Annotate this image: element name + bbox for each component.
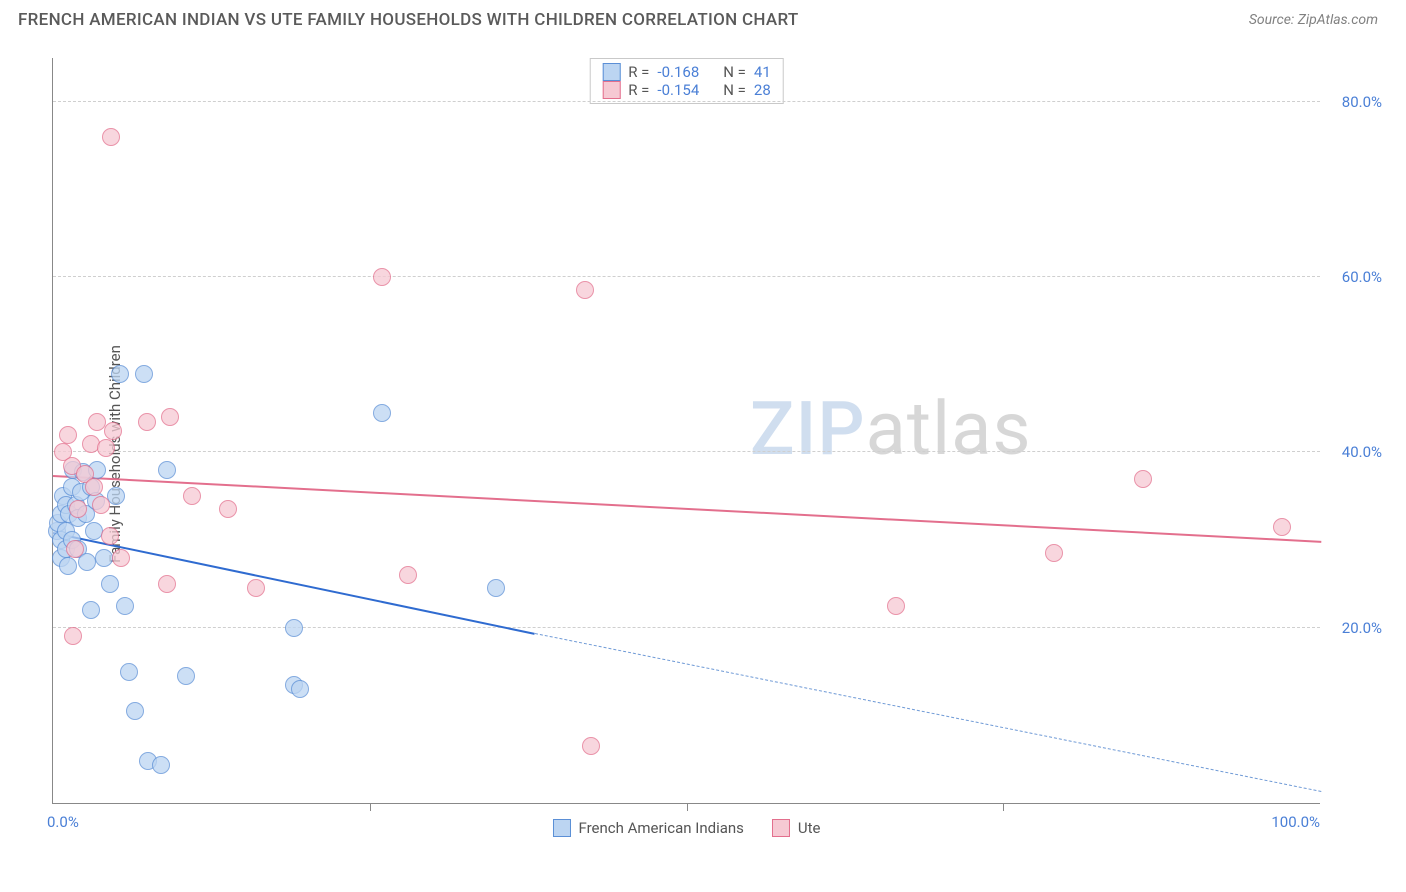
data-point-french [111, 365, 129, 383]
r-label: R = [628, 81, 649, 99]
y-tick-label: 20.0% [1342, 619, 1382, 637]
data-point-ute [219, 500, 237, 518]
data-point-ute [69, 500, 87, 518]
correlation-legend: R = -0.168 N = 41 R = -0.154 N = 28 [589, 58, 784, 104]
chart-title: FRENCH AMERICAN INDIAN VS UTE FAMILY HOU… [18, 10, 799, 30]
data-point-french [95, 549, 113, 567]
n-label: N = [723, 81, 746, 99]
source-attribution: Source: ZipAtlas.com [1249, 12, 1378, 28]
data-point-ute [59, 426, 77, 444]
legend-label-ute: Ute [798, 819, 821, 837]
data-point-ute [138, 413, 156, 431]
r-label: R = [628, 63, 649, 81]
data-point-french [116, 597, 134, 615]
legend-item-ute: Ute [772, 819, 821, 837]
gridline-v [370, 803, 371, 811]
data-point-french [487, 579, 505, 597]
data-point-french [285, 619, 303, 637]
data-point-ute [399, 566, 417, 584]
data-point-french [177, 667, 195, 685]
gridline-h [53, 101, 1320, 102]
data-point-french [373, 404, 391, 422]
legend-label-french: French American Indians [578, 819, 743, 837]
data-point-ute [373, 268, 391, 286]
y-tick-label: 60.0% [1342, 268, 1382, 286]
source-prefix: Source: [1249, 12, 1298, 28]
data-point-ute [102, 128, 120, 146]
data-point-ute [64, 627, 82, 645]
data-point-french [82, 601, 100, 619]
legend-row-french: R = -0.168 N = 41 [602, 63, 771, 81]
data-point-ute [112, 549, 130, 567]
data-point-french [291, 680, 309, 698]
swatch-ute [602, 81, 620, 99]
data-point-ute [104, 422, 122, 440]
data-point-french [85, 522, 103, 540]
data-point-french [126, 702, 144, 720]
data-point-french [59, 557, 77, 575]
data-point-french [120, 663, 138, 681]
data-point-french [107, 487, 125, 505]
data-point-ute [1134, 470, 1152, 488]
data-point-ute [161, 408, 179, 426]
gridline-h [53, 276, 1320, 277]
gridline-h [53, 451, 1320, 452]
data-point-ute [101, 527, 119, 545]
data-point-ute [247, 579, 265, 597]
plot-area: R = -0.168 N = 41 R = -0.154 N = 28 ZIPa… [52, 58, 1320, 804]
watermark-zip: ZIP [750, 386, 866, 473]
data-point-ute [85, 478, 103, 496]
gridline-v [687, 803, 688, 811]
r-value-french: -0.168 [657, 63, 699, 81]
trend-line [53, 475, 1321, 543]
n-value-ute: 28 [754, 81, 771, 99]
data-point-ute [582, 737, 600, 755]
data-point-french [135, 365, 153, 383]
data-point-ute [158, 575, 176, 593]
data-point-ute [97, 439, 115, 457]
x-tick-max: 100.0% [1271, 813, 1320, 831]
watermark: ZIPatlas [750, 386, 1032, 473]
legend-row-ute: R = -0.154 N = 28 [602, 81, 771, 99]
data-point-ute [576, 281, 594, 299]
r-value-ute: -0.154 [657, 81, 699, 99]
gridline-v [1003, 803, 1004, 811]
series-legend: French American Indians Ute [552, 819, 820, 837]
data-point-ute [92, 496, 110, 514]
chart-container: Family Households with Children R = -0.1… [18, 44, 1388, 864]
data-point-ute [1045, 544, 1063, 562]
data-point-ute [887, 597, 905, 615]
n-label: N = [723, 63, 746, 81]
data-point-ute [66, 540, 84, 558]
data-point-french [152, 756, 170, 774]
n-value-french: 41 [754, 63, 771, 81]
y-tick-label: 40.0% [1342, 443, 1382, 461]
swatch-ute [772, 819, 790, 837]
legend-item-french: French American Indians [552, 819, 743, 837]
watermark-atlas: atlas [866, 386, 1032, 473]
swatch-french [602, 63, 620, 81]
source-link[interactable]: ZipAtlas.com [1298, 12, 1378, 28]
chart-header: FRENCH AMERICAN INDIAN VS UTE FAMILY HOU… [0, 0, 1406, 36]
data-point-ute [183, 487, 201, 505]
trend-line [535, 633, 1321, 792]
swatch-french [552, 819, 570, 837]
x-tick-min: 0.0% [47, 813, 79, 831]
data-point-ute [1273, 518, 1291, 536]
gridline-h [53, 627, 1320, 628]
data-point-french [78, 553, 96, 571]
data-point-french [158, 461, 176, 479]
data-point-french [101, 575, 119, 593]
y-tick-label: 80.0% [1342, 93, 1382, 111]
